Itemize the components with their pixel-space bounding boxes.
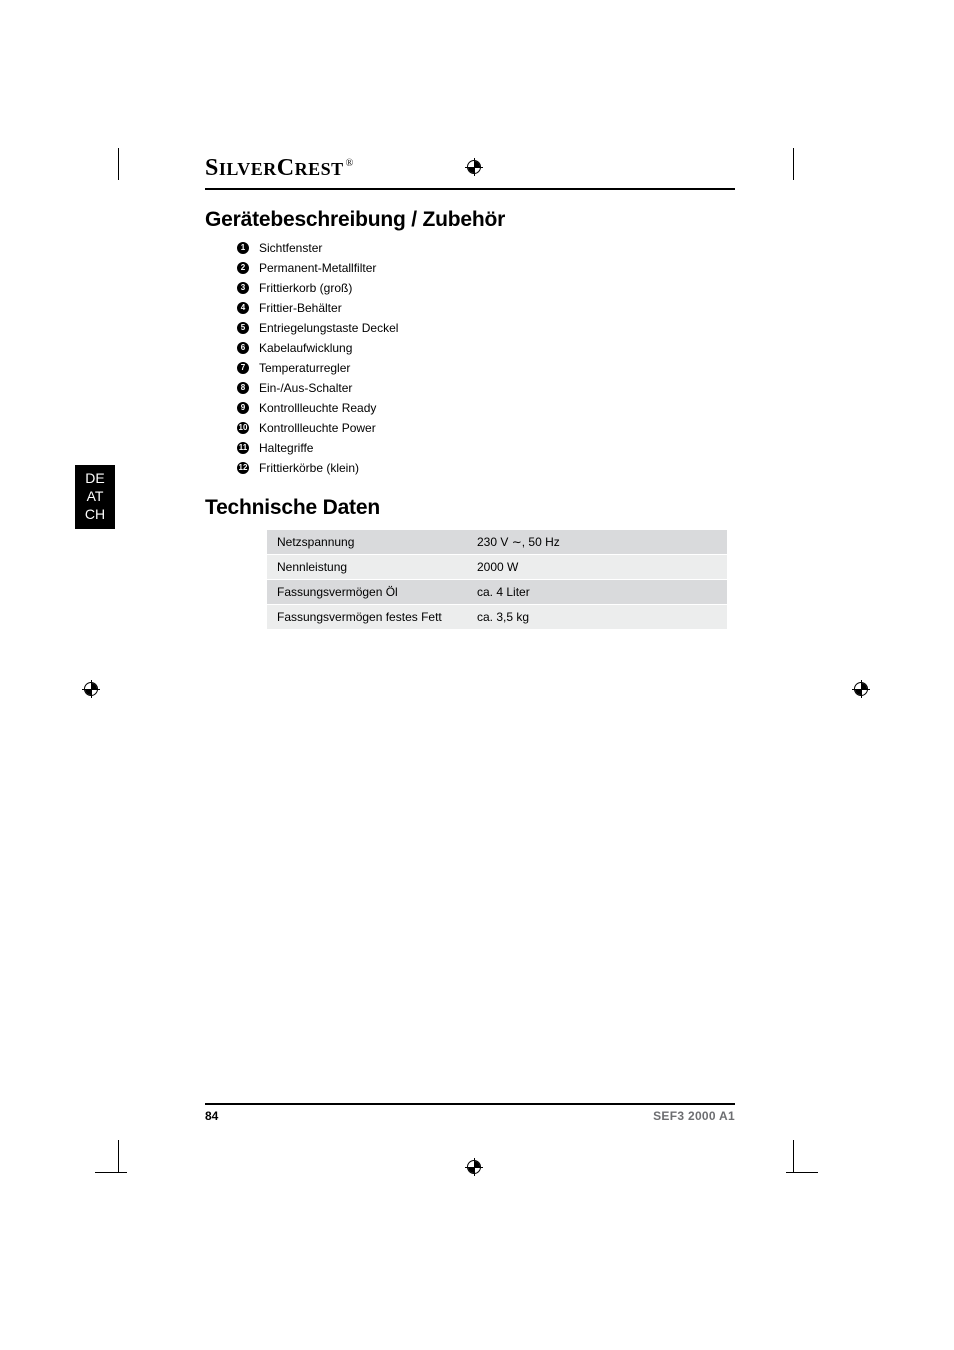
item-label: Frittierkorb (groß) <box>259 282 352 294</box>
item-label: Kabelaufwicklung <box>259 342 352 354</box>
list-item: 6 Kabelaufwicklung <box>237 342 735 354</box>
spec-value: ca. 3,5 kg <box>467 605 727 630</box>
item-label: Sichtfenster <box>259 242 322 254</box>
section-heading-parts: Gerätebeschreibung / Zubehör <box>205 208 735 232</box>
page-footer: 84 SEF3 2000 A1 <box>205 1103 735 1123</box>
section-heading-specs: Technische Daten <box>205 496 735 520</box>
parts-list: 1Sichtfenster 2Permanent-Metallfilter 3F… <box>237 242 735 474</box>
item-label: Haltegriffe <box>259 442 313 454</box>
item-number-icon: 11 <box>237 442 249 454</box>
lang-at: AT <box>75 487 115 505</box>
model-number: SEF3 2000 A1 <box>653 1109 735 1123</box>
list-item: 4 Frittier-Behälter <box>237 302 735 314</box>
spec-key: Fassungsvermögen Öl <box>267 580 467 605</box>
brand-logo: SILVERCREST® <box>205 155 810 182</box>
page-content: SILVERCREST® DE AT CH Gerätebeschreibung… <box>130 155 810 630</box>
list-item: 12 Frittierkörbe (klein) <box>237 462 735 474</box>
item-number-icon: 5 <box>237 322 249 334</box>
registration-mark-icon <box>465 1158 483 1176</box>
header-rule <box>205 188 735 190</box>
list-item: 9 Kontrollleuchte Ready <box>237 402 735 414</box>
spec-key: Fassungsvermögen festes Fett <box>267 605 467 630</box>
spec-value: 2000 W <box>467 555 727 580</box>
list-item: 10 Kontrollleuchte Power <box>237 422 735 434</box>
list-item: 7 Temperaturregler <box>237 362 735 374</box>
crop-mark <box>118 1140 119 1172</box>
list-item: 2 Permanent-Metallfilter <box>237 262 735 274</box>
registered-icon: ® <box>346 158 354 169</box>
table-row: Netzspannung230 V ∼, 50 Hz <box>267 530 727 555</box>
item-label: Kontrollleuchte Power <box>259 422 376 434</box>
item-label: Ein-/Aus-Schalter <box>259 382 352 394</box>
spec-key: Nennleistung <box>267 555 467 580</box>
item-label: Kontrollleuchte Ready <box>259 402 376 414</box>
item-number-icon: 3 <box>237 282 249 294</box>
footer-rule <box>205 1103 735 1105</box>
table-row: Fassungsvermögen festes Fettca. 3,5 kg <box>267 605 727 630</box>
item-label: Frittier-Behälter <box>259 302 342 314</box>
item-number-icon: 7 <box>237 362 249 374</box>
list-item: 11 Haltegriffe <box>237 442 735 454</box>
item-label: Permanent-Metallfilter <box>259 262 376 274</box>
item-number-icon: 10 <box>237 422 249 434</box>
item-number-icon: 12 <box>237 462 249 474</box>
registration-mark-icon <box>82 680 100 698</box>
item-number-icon: 4 <box>237 302 249 314</box>
item-number-icon: 9 <box>237 402 249 414</box>
item-number-icon: 8 <box>237 382 249 394</box>
crop-mark <box>793 1140 794 1172</box>
brand-text: SILVERCREST <box>205 155 344 181</box>
spec-value: ca. 4 Liter <box>467 580 727 605</box>
list-item: 1 Sichtfenster <box>237 242 735 254</box>
item-number-icon: 2 <box>237 262 249 274</box>
spec-value: 230 V ∼, 50 Hz <box>467 530 727 555</box>
crop-mark <box>786 1172 818 1173</box>
list-item: 8 Ein-/Aus-Schalter <box>237 382 735 394</box>
table-row: Fassungsvermögen Ölca. 4 Liter <box>267 580 727 605</box>
table-row: Nennleistung2000 W <box>267 555 727 580</box>
spec-key: Netzspannung <box>267 530 467 555</box>
lang-de: DE <box>75 469 115 487</box>
page-number: 84 <box>205 1109 218 1123</box>
crop-mark <box>118 148 119 180</box>
item-number-icon: 1 <box>237 242 249 254</box>
item-number-icon: 6 <box>237 342 249 354</box>
registration-mark-icon <box>852 680 870 698</box>
lang-ch: CH <box>75 505 115 523</box>
item-label: Frittierkörbe (klein) <box>259 462 359 474</box>
specs-table: Netzspannung230 V ∼, 50 Hz Nennleistung2… <box>267 530 727 630</box>
list-item: 5 Entriegelungstaste Deckel <box>237 322 735 334</box>
item-label: Entriegelungstaste Deckel <box>259 322 398 334</box>
list-item: 3 Frittierkorb (groß) <box>237 282 735 294</box>
language-tab: DE AT CH <box>75 465 115 529</box>
item-label: Temperaturregler <box>259 362 350 374</box>
crop-mark <box>95 1172 127 1173</box>
